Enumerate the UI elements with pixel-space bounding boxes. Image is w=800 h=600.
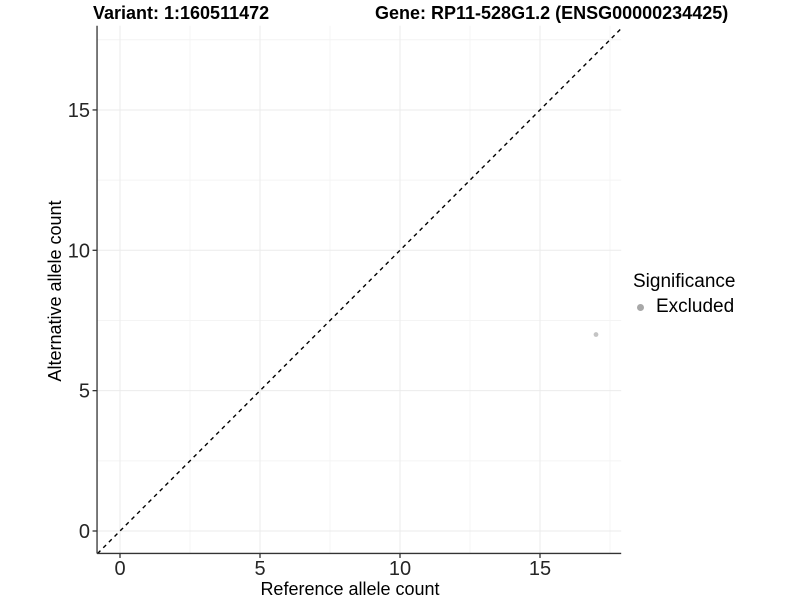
legend-item-excluded: Excluded (637, 296, 735, 318)
y-axis-title: Alternative allele count (45, 200, 65, 382)
data-point (593, 332, 599, 337)
identity-line (97, 28, 622, 554)
y-tick-label: 5 (79, 381, 90, 403)
legend: Significance Excluded (633, 271, 735, 318)
legend-point-icon (637, 303, 644, 311)
y-tick-label: 10 (68, 240, 90, 262)
x-tick-label: 10 (389, 558, 411, 580)
x-axis-title: Reference allele count (260, 579, 440, 599)
x-tick-label: 15 (529, 558, 551, 580)
x-tick-label: 5 (254, 558, 265, 580)
gene-title: Gene: RP11-528G1.2 (ENSG00000234425) (375, 3, 729, 23)
x-tick-label: 0 (114, 558, 125, 580)
legend-item-label: Excluded (656, 296, 735, 317)
y-tick-label: 15 (68, 100, 90, 122)
variant-title: Variant: 1:160511472 (93, 3, 270, 23)
y-tick-label: 0 (79, 521, 90, 543)
legend-title: Significance (633, 271, 736, 292)
